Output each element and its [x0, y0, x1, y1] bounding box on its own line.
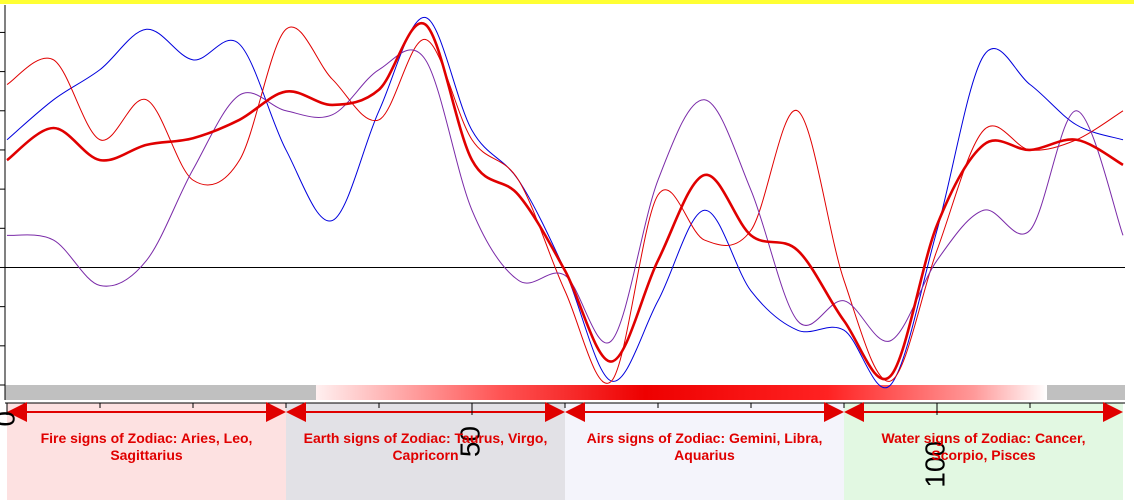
x-tick-label: 100: [919, 441, 950, 488]
zone-label: Water signs of Zodiac: Cancer, Scorpio, …: [881, 430, 1086, 463]
heat-strip: [316, 385, 1047, 400]
zone-label: Fire signs of Zodiac: Aries, Leo, Sagitt…: [40, 430, 253, 463]
series-line: [6, 17, 1124, 389]
title-bar: [0, 0, 1134, 4]
zone-label: Airs signs of Zodiac: Gemini, Libra, Aqu…: [586, 430, 823, 463]
series-line: [6, 26, 1124, 384]
x-tick-label: 50: [454, 426, 485, 457]
series-line: [6, 49, 1124, 344]
zone-label: Earth signs of Zodiac: Taurus, Virgo, Ca…: [303, 430, 548, 463]
x-tick-label: 0: [0, 411, 20, 427]
series-line: [6, 21, 1124, 381]
